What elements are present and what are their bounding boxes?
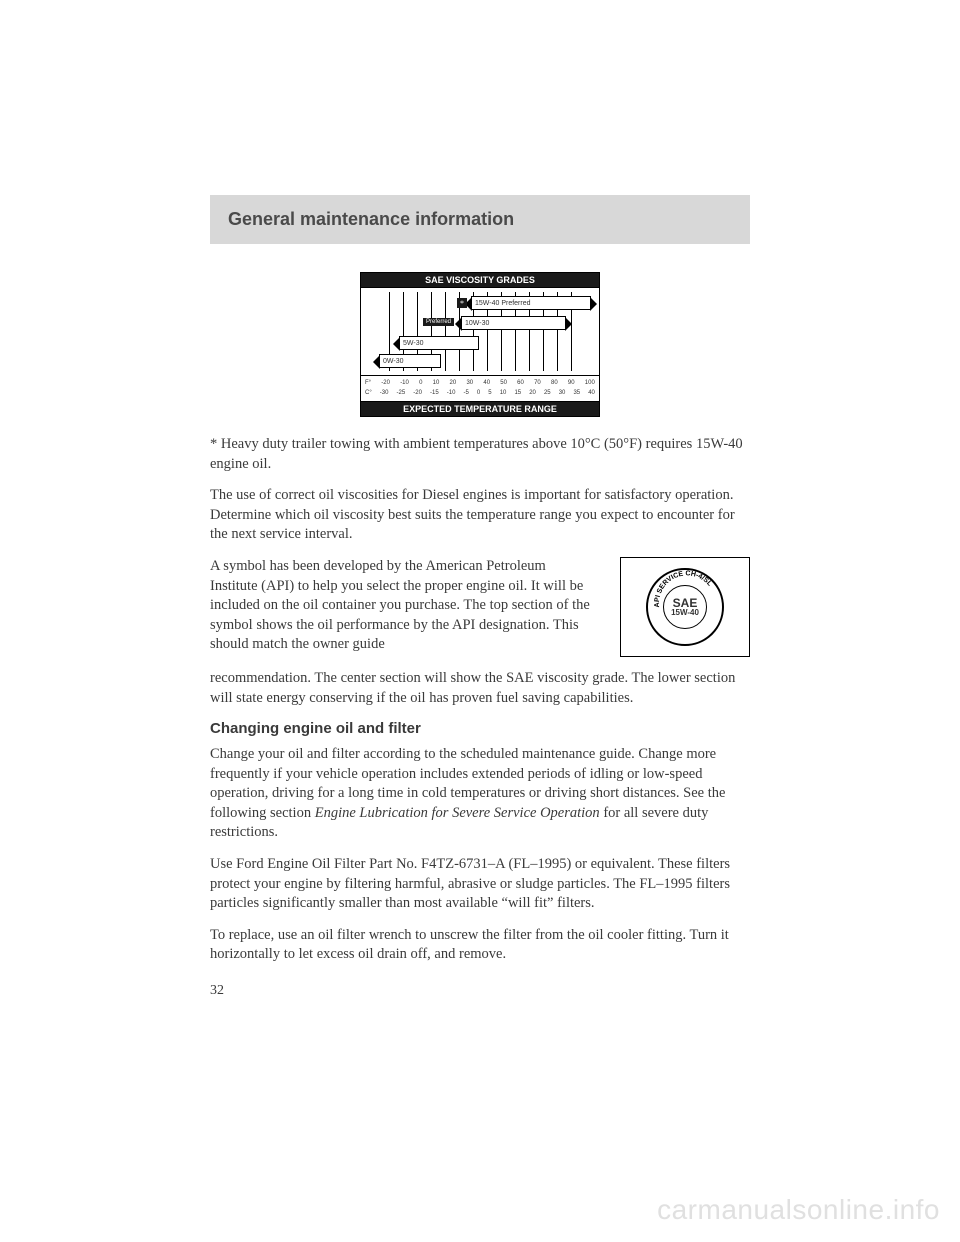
change-1i: Engine Lubrication for Severe Service Op…: [315, 805, 600, 821]
arrow-right-icon: [590, 297, 597, 311]
api-symbol-box: API SERVICE CH-4/SL SAE 15W-40: [620, 557, 750, 657]
subheading: Changing engine oil and filter: [210, 720, 750, 737]
grid-line: [445, 292, 446, 371]
c-tick: -10: [447, 389, 456, 399]
c-tick: -5: [463, 389, 468, 399]
arrow-left-icon: [393, 337, 400, 351]
f-tick: 10: [433, 379, 440, 389]
c-tick: 10: [500, 389, 507, 399]
c-tick: 40: [588, 389, 595, 399]
f-tick: 60: [517, 379, 524, 389]
f-tick: 0: [419, 379, 422, 389]
f-tick: 80: [551, 379, 558, 389]
viscosity-bar: 15W-40 Preferred: [471, 296, 591, 310]
arrow-left-icon: [373, 355, 380, 369]
watermark: carmanualsonline.info: [657, 1194, 940, 1226]
preferred-label: Preferred: [423, 318, 454, 326]
api-para-2: recommendation. The center section will …: [210, 669, 750, 708]
viscosity-chart: SAE VISCOSITY GRADES 15W-40 Preferred * 10…: [210, 272, 750, 417]
change-para-1: Change your oil and filter according to …: [210, 745, 750, 843]
star-icon: *: [457, 298, 467, 308]
section-header: General maintenance information: [210, 195, 750, 244]
api-para-1: A symbol has been developed by the Ameri…: [210, 557, 596, 657]
c-tick: 5: [488, 389, 491, 399]
c-tick: 30: [559, 389, 566, 399]
f-tick: 30: [466, 379, 473, 389]
viscosity-para: The use of correct oil viscosities for D…: [210, 486, 750, 545]
f-tick: 20: [450, 379, 457, 389]
c-tick: -25: [397, 389, 406, 399]
f-tick: 50: [500, 379, 507, 389]
temperature-scale: F°-20-100102030405060708090100 C°-30-25-…: [360, 376, 600, 402]
viscosity-bar: 0W-30: [379, 354, 441, 368]
c-tick: C°: [365, 389, 372, 399]
arrow-left-icon: [455, 317, 462, 331]
chart-footer: EXPECTED TEMPERATURE RANGE: [360, 402, 600, 417]
api-grade-label: 15W-40: [671, 609, 699, 617]
page-number: 32: [210, 983, 750, 999]
f-tick: 40: [483, 379, 490, 389]
arrow-right-icon: [565, 317, 572, 331]
f-tick: F°: [365, 379, 371, 389]
viscosity-bar: 5W-30: [399, 336, 479, 350]
c-tick: 0: [477, 389, 480, 399]
change-para-2: Use Ford Engine Oil Filter Part No. F4TZ…: [210, 855, 750, 914]
section-title: General maintenance information: [228, 209, 732, 230]
footnote: * Heavy duty trailer towing with ambient…: [210, 435, 750, 474]
f-tick: 90: [568, 379, 575, 389]
f-tick: 70: [534, 379, 541, 389]
c-tick: 15: [514, 389, 521, 399]
chart-title: SAE VISCOSITY GRADES: [360, 272, 600, 288]
c-tick: -30: [380, 389, 389, 399]
c-tick: 35: [573, 389, 580, 399]
f-tick: -10: [400, 379, 409, 389]
chart-body: 15W-40 Preferred * 10W-30 Preferred 5W-30 0W-…: [360, 288, 600, 376]
c-tick: -20: [413, 389, 422, 399]
c-tick: 25: [544, 389, 551, 399]
f-tick: -20: [381, 379, 390, 389]
change-para-3: To replace, use an oil filter wrench to …: [210, 926, 750, 965]
viscosity-bar: 10W-30: [461, 316, 566, 330]
api-donut-icon: API SERVICE CH-4/SL SAE 15W-40: [646, 568, 724, 646]
c-tick: 20: [529, 389, 536, 399]
c-tick: -15: [430, 389, 439, 399]
f-tick: 100: [585, 379, 595, 389]
